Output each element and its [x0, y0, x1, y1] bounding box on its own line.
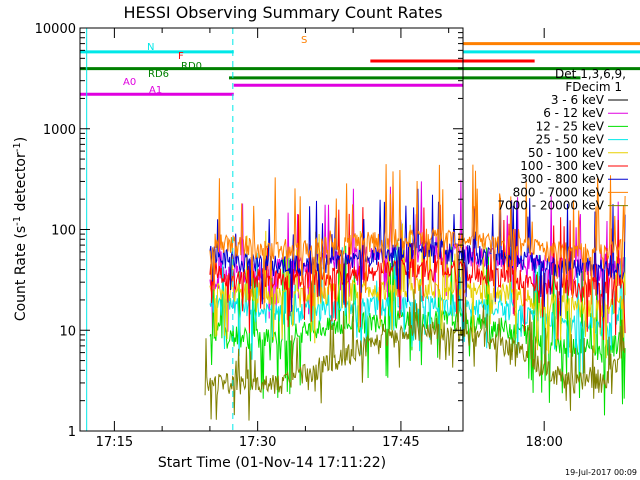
legend-entry-label: 12 - 25 keV — [536, 119, 605, 133]
x-tick-label: 17:15 — [96, 435, 133, 450]
state-label: RD0 — [181, 61, 202, 72]
x-axis-label: Start Time (01-Nov-14 17:11:22) — [158, 455, 386, 471]
legend-entry-label: 800 - 7000 keV — [513, 185, 605, 199]
y-axis-label-end: ) — [13, 137, 29, 142]
y-axis-ticks: 1 10 100 1000 10000 — [35, 22, 463, 440]
legend-header-line2: FDecim 1 — [565, 80, 622, 94]
y-tick-label: 10 — [59, 324, 76, 339]
y-tick-label: 10000 — [35, 22, 76, 37]
series-line — [209, 164, 626, 310]
series-line — [209, 204, 626, 341]
legend-entry-label: 25 - 50 keV — [536, 133, 605, 147]
state-label: F — [178, 51, 184, 62]
state-label: RD6 — [148, 69, 169, 80]
y-tick-label: 1 — [68, 425, 76, 440]
legend-entry-label: 7000 - 20000 keV — [497, 199, 604, 213]
y-axis-label-mid: detector — [13, 152, 29, 216]
y-tick-label: 100 — [51, 224, 76, 239]
y-axis-label-sup1: -1 — [12, 216, 23, 226]
svg-text:Count Rate (s-1 detector-1): Count Rate (s-1 detector-1) — [12, 137, 29, 321]
legend-entry-label: 100 - 300 keV — [520, 159, 604, 173]
legend-entry-label: 300 - 800 keV — [520, 172, 604, 186]
legend-header-line1: Det 1,3,6,9, — [555, 67, 626, 81]
x-tick-label: 18:00 — [525, 435, 562, 450]
y-axis-label-main: Count Rate (s — [13, 226, 29, 321]
traces — [204, 164, 626, 421]
x-tick-label: 17:30 — [239, 435, 276, 450]
footer-date: 19-Jul-2017 00:09 — [565, 468, 637, 477]
y-axis-label: Count Rate (s-1 detector-1) — [12, 137, 29, 321]
series-line — [204, 284, 626, 421]
x-tick-label: 17:45 — [382, 435, 419, 450]
series-line — [209, 223, 626, 359]
legend-entry-label: 50 - 100 keV — [528, 146, 605, 160]
state-label: S — [301, 35, 307, 46]
state-label: A1 — [149, 85, 162, 96]
y-tick-label: 1000 — [43, 123, 76, 138]
chart-title: HESSI Observing Summary Count Rates — [123, 3, 442, 22]
state-label: A0 — [123, 77, 136, 88]
legend-entry-label: 3 - 6 keV — [551, 93, 605, 107]
state-label: N — [147, 42, 154, 53]
legend-entry-label: 6 - 12 keV — [543, 106, 605, 120]
y-axis-label-sup2: -1 — [12, 142, 23, 152]
